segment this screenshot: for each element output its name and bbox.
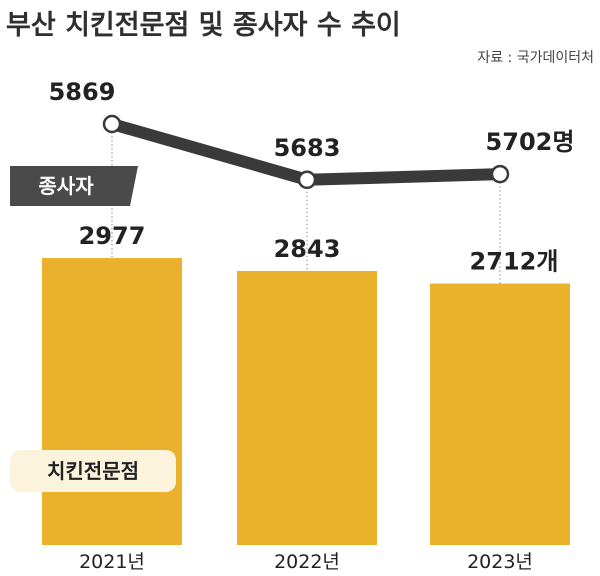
legend-label-stores: 치킨전문점 <box>47 459 139 483</box>
line-point <box>490 164 510 184</box>
line-value-labels: 5869 5683 5702명 <box>49 78 575 162</box>
line-value-label: 5683 <box>274 134 341 162</box>
source-note: 자료 : 국가데이터처 <box>477 50 594 66</box>
bar <box>42 258 182 545</box>
legend-label-employees: 종사자 <box>38 174 94 198</box>
line-value-label: 5702명 <box>486 128 575 156</box>
line-series <box>102 114 510 190</box>
bar-value-label: 2843 <box>274 235 341 263</box>
x-tick-label: 2022년 <box>274 551 340 573</box>
legend-badge-employees: 종사자 <box>10 166 138 206</box>
x-tick-label: 2021년 <box>79 551 145 573</box>
chart-title: 부산 치킨전문점 및 종사자 수 추이 <box>6 10 401 41</box>
bar-series <box>42 258 570 545</box>
line-value-label: 5869 <box>49 78 116 106</box>
bar-value-labels: 2977 2843 2712개 <box>79 222 559 276</box>
bar <box>237 270 377 545</box>
legend-badge-stores: 치킨전문점 <box>10 450 176 492</box>
bar-value-label: 2977 <box>79 222 146 250</box>
line-point <box>102 114 122 134</box>
x-tick-label: 2023년 <box>467 551 533 573</box>
line-point <box>297 170 317 190</box>
x-axis-ticks: 2021년 2022년 2023년 <box>79 551 533 573</box>
bar-value-label: 2712개 <box>470 248 559 276</box>
bar <box>430 283 570 545</box>
